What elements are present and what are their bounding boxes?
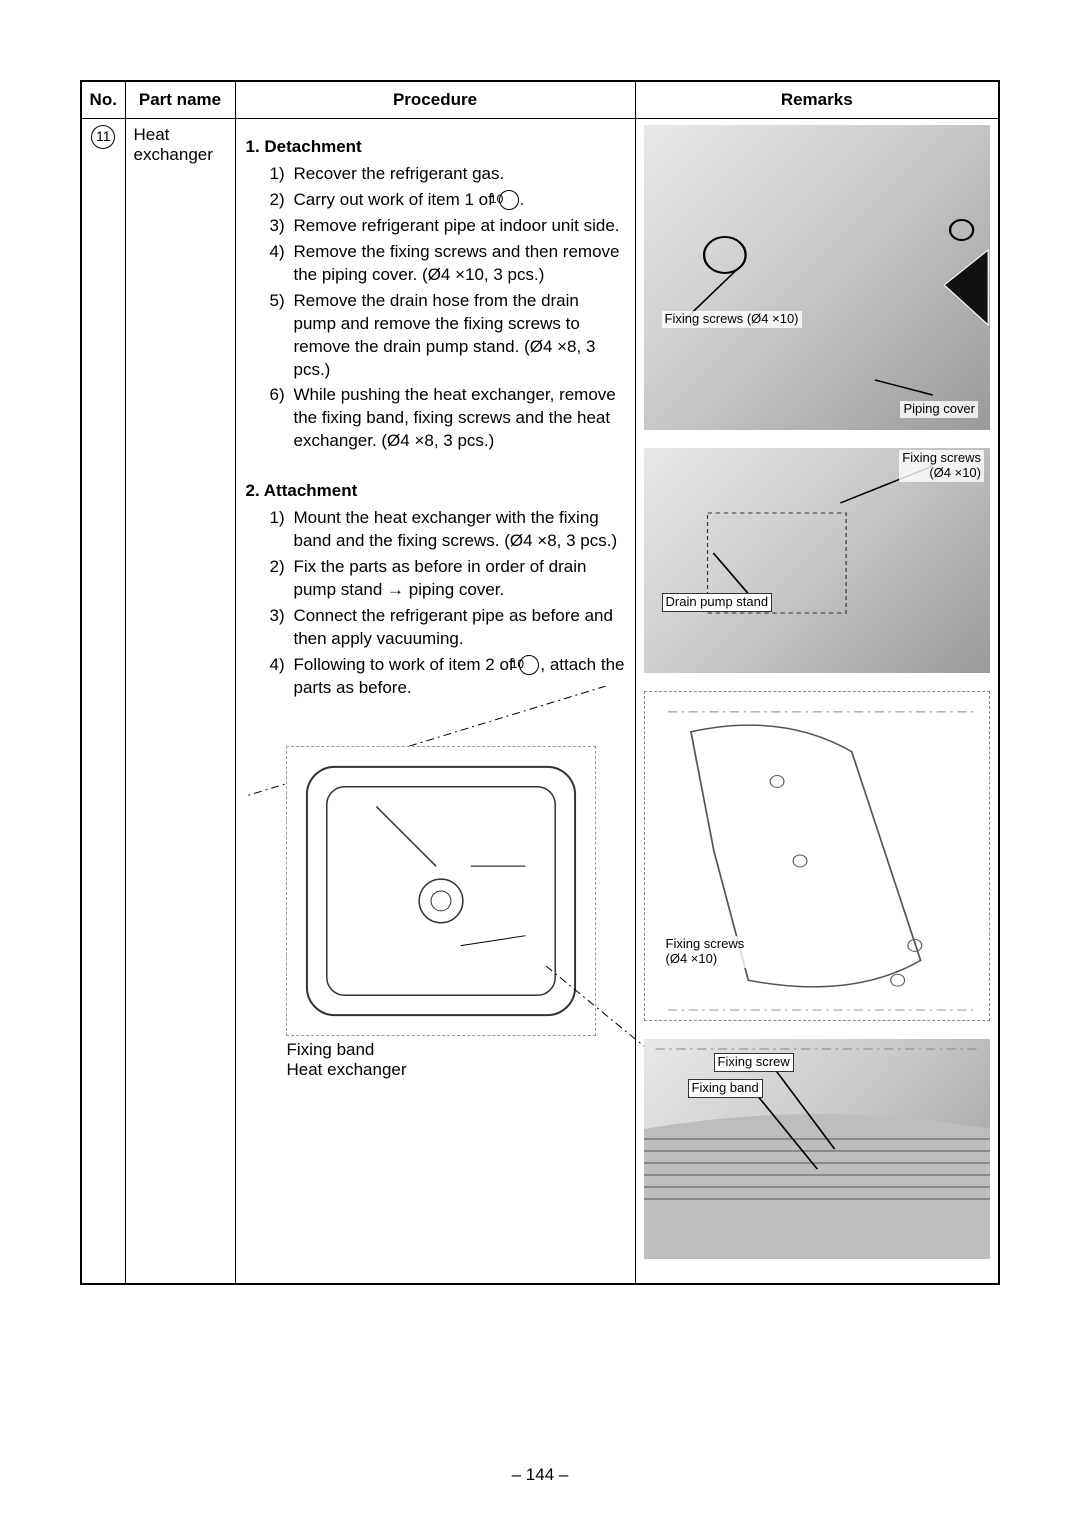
callout-piping-cover: Piping cover (900, 401, 978, 418)
table-row: 11 Heat exchanger 1. Detachment 1)Recove… (81, 119, 999, 1285)
figure-piping-cover-photo: Fixing screws (Ø4 ×10) Piping cover (644, 125, 991, 430)
callout-fixing-screws: Fixing screws (Ø4 ×10) (899, 450, 984, 482)
page-number: – 144 – (0, 1465, 1080, 1485)
attachment-heading: 2. Attachment (246, 481, 625, 501)
callout-drain-pump-stand: Drain pump stand (662, 593, 773, 612)
procedure-table: No. Part name Procedure Remarks 11 Heat … (80, 80, 1000, 1285)
cell-no: 11 (81, 119, 125, 1285)
table-header-row: No. Part name Procedure Remarks (81, 81, 999, 119)
header-procedure: Procedure (235, 81, 635, 119)
detachment-heading: 1. Detachment (246, 137, 625, 157)
list-item: 2)Carry out work of item 1 of 10. (270, 189, 625, 212)
figure-stand-lineart: Fixing screws (Ø4 ×10) (644, 691, 991, 1021)
ref-circle-icon: 10 (499, 190, 519, 210)
callout-fixing-screw: Fixing screw (714, 1053, 794, 1072)
detachment-steps: 1)Recover the refrigerant gas. 2)Carry o… (246, 163, 625, 453)
figure-drain-pump-photo: Fixing screws (Ø4 ×10) Drain pump stand (644, 448, 991, 673)
callout-fixing-band: Fixing band (688, 1079, 763, 1098)
callout-fixing-screws: Fixing screws (Ø4 ×10) (662, 311, 802, 328)
list-item: 4)Remove the fixing screws and then remo… (270, 241, 625, 287)
ref-circle-icon: 10 (519, 655, 539, 675)
figure-heat-exchanger-corner-photo: Fixing screw Fixing band (644, 1039, 991, 1259)
cell-part-name: Heat exchanger (125, 119, 235, 1285)
list-item: 6)While pushing the heat exchanger, remo… (270, 384, 625, 453)
header-no: No. (81, 81, 125, 119)
list-item: 1)Recover the refrigerant gas. (270, 163, 625, 186)
cell-remarks: Fixing screws (Ø4 ×10) Piping cover Fixi… (635, 119, 999, 1285)
part-name-line2: exchanger (134, 145, 213, 164)
part-name-line1: Heat (134, 125, 170, 144)
header-remarks: Remarks (635, 81, 999, 119)
attachment-steps: 1)Mount the heat exchanger with the fixi… (246, 507, 625, 700)
list-item: 2)Fix the parts as before in order of dr… (270, 556, 625, 602)
list-item: 1)Mount the heat exchanger with the fixi… (270, 507, 625, 553)
list-item: 5)Remove the drain hose from the drain p… (270, 290, 625, 382)
callout-fixing-screws: Fixing screws (Ø4 ×10) (663, 936, 748, 968)
list-item: 3)Remove refrigerant pipe at indoor unit… (270, 215, 625, 238)
cell-procedure: 1. Detachment 1)Recover the refrigerant … (235, 119, 635, 1285)
step-number-circle: 11 (91, 125, 115, 149)
header-part-name: Part name (125, 81, 235, 119)
list-item: 3)Connect the refrigerant pipe as before… (270, 605, 625, 651)
